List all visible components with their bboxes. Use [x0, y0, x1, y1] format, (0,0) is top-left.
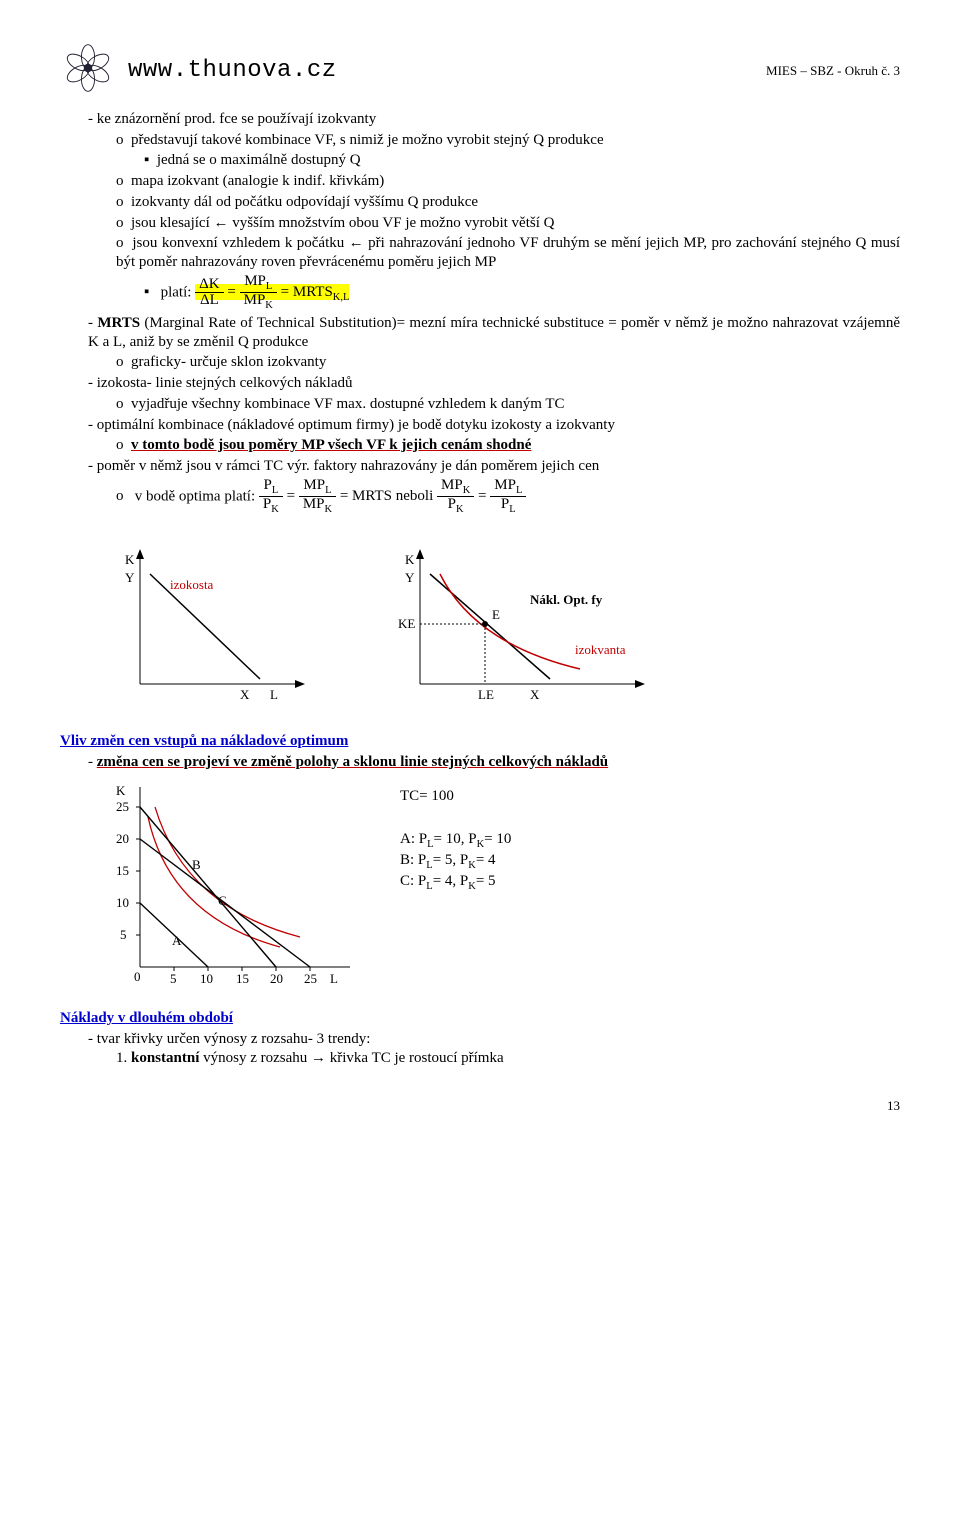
text: změna cen se projeví ve změně polohy a s… [97, 754, 608, 770]
tick: 25 [116, 799, 129, 814]
point-label: E [492, 607, 500, 622]
chart-label: izokvanta [575, 642, 626, 657]
chart-label: Nákl. Opt. fy [530, 592, 603, 607]
tick: 10 [200, 971, 213, 986]
section3-list: tvar křivky určen výnosy z rozsahu- 3 tr… [60, 1030, 900, 1068]
axis-label: Y [125, 570, 135, 585]
text: jsou klesající ← vyšším množstvím obou V… [131, 215, 554, 231]
text: TC= 100 [400, 787, 511, 806]
text: B: PL= 5, PK= 4 [400, 851, 511, 872]
chart3-legend: TC= 100 A: PL= 10, PK= 10 B: PL= 5, PK= … [400, 777, 511, 997]
tick: 25 [304, 971, 317, 986]
point-label: C [218, 893, 227, 908]
tick: 20 [116, 831, 129, 846]
list-item: v bodě optima platí: PLPK = MPLMPK = MRT… [116, 478, 900, 516]
price-change-chart: K 25 20 15 10 5 0 5 10 15 20 25 L A B [100, 777, 360, 997]
list-item: představují takové kombinace VF, s nimiž… [116, 131, 900, 171]
axis-label: X [240, 687, 250, 702]
optimum-formula: PLPK = MPLMPK = MRTS neboli MPKPK = MPLP… [259, 488, 526, 504]
list-item: optimální kombinace (nákladové optimum f… [88, 416, 900, 456]
list-item: jsou klesající ← vyšším množstvím obou V… [116, 214, 900, 233]
text: konstantní [131, 1050, 199, 1066]
text: A: PL= 10, PK= 10 [400, 830, 511, 851]
page-header: www.thunova.cz MIES – SBZ - Okruh č. 3 [60, 40, 900, 102]
section-title: Náklady v dlouhém období [60, 1009, 900, 1028]
axis-label: LE [478, 687, 494, 702]
text: mapa izokvant (analogie k indif. křivkám… [131, 173, 384, 189]
text: izokosta- linie stejných celkových nákla… [97, 375, 353, 391]
list-item: tvar křivky určen výnosy z rozsahu- 3 tr… [88, 1030, 900, 1068]
list-item: graficky- určuje sklon izokvanty [116, 353, 900, 372]
text: C: PL= 4, PK= 5 [400, 872, 511, 893]
text: platí: [161, 284, 196, 300]
section2-list: změna cen se projeví ve změně polohy a s… [60, 753, 900, 772]
axis-label: KE [398, 616, 415, 631]
header-context: MIES – SBZ - Okruh č. 3 [766, 63, 900, 79]
site-title: www.thunova.cz [128, 56, 337, 86]
list-item: v tomto bodě jsou poměry MP všech VF k j… [116, 436, 900, 455]
text: MRTS [97, 315, 140, 331]
text: 1. [116, 1050, 131, 1066]
list-item: jedná se o maximálně dostupný Q [144, 151, 900, 170]
axis-label: L [270, 687, 278, 702]
list-item: MRTS (Marginal Rate of Technical Substit… [88, 314, 900, 372]
text: izokvanty dál od počátku odpovídají vyšš… [131, 194, 478, 210]
list-item: platí: ΔKΔL = MPLMPK = MRTSK,L [144, 274, 900, 312]
text: v tomto bodě jsou poměry MP všech VF k j… [131, 437, 531, 453]
tick: 15 [236, 971, 249, 986]
section-title: Vliv změn cen vstupů na nákladové optimu… [60, 732, 900, 751]
list-item: ke znázornění prod. fce se používají izo… [88, 110, 900, 312]
tick: 10 [116, 895, 129, 910]
axis-label: X [530, 687, 540, 702]
text: ke znázornění prod. fce se používají izo… [97, 111, 376, 127]
text: poměr v němž jsou v rámci TC výr. faktor… [97, 458, 599, 474]
isocost-chart: K Y X L izokosta [100, 534, 320, 714]
mrts-formula: ΔKΔL = MPLMPK [195, 284, 280, 300]
page-number: 13 [60, 1098, 900, 1114]
tick: 5 [170, 971, 177, 986]
text: tvar křivky určen výnosy z rozsahu- 3 tr… [97, 1031, 371, 1047]
text: graficky- určuje sklon izokvanty [131, 354, 326, 370]
chart-label: izokosta [170, 577, 214, 592]
point-label: B [192, 857, 201, 872]
text: v bodě optima platí: [135, 488, 259, 504]
text: představují takové kombinace VF, s nimiž… [131, 132, 604, 148]
list-item: poměr v němž jsou v rámci TC výr. faktor… [88, 457, 900, 516]
list-item: izokvanty dál od počátku odpovídají vyšš… [116, 193, 900, 212]
list-item: změna cen se projeví ve změně polohy a s… [88, 753, 900, 772]
charts-row: K Y X L izokosta K Y KE E LE X Nákl. Opt… [100, 534, 900, 714]
cost-optimum-chart: K Y KE E LE X Nákl. Opt. fy izokvanta [380, 534, 680, 714]
point-label: A [172, 933, 182, 948]
axis-label: Y [405, 570, 415, 585]
text: jedná se o maximálně dostupný Q [157, 152, 361, 168]
text: optimální kombinace (nákladové optimum f… [97, 417, 615, 433]
text: (Marginal Rate of Technical Substitution… [88, 315, 900, 350]
axis-label: K [405, 552, 415, 567]
chart3-block: K 25 20 15 10 5 0 5 10 15 20 25 L A B [100, 777, 900, 997]
list-item: mapa izokvant (analogie k indif. křivkám… [116, 172, 900, 191]
list-item: vyjadřuje všechny kombinace VF max. dost… [116, 395, 900, 414]
text: výnosy z rozsahu → křivka TC je rostoucí… [199, 1050, 503, 1066]
main-list: ke znázornění prod. fce se používají izo… [60, 110, 900, 516]
list-item: izokosta- linie stejných celkových nákla… [88, 374, 900, 414]
tick: 20 [270, 971, 283, 986]
text: = MRTSK,L [281, 284, 350, 300]
flower-logo-icon [60, 40, 116, 102]
list-item: jsou konvexní vzhledem k počátku ← při n… [116, 234, 900, 312]
axis-label: K [125, 552, 135, 567]
tick: 15 [116, 863, 129, 878]
axis-label: K [116, 783, 126, 798]
text: jsou konvexní vzhledem k počátku ← při n… [116, 235, 900, 270]
text: vyjadřuje všechny kombinace VF max. dost… [131, 396, 565, 412]
axis-label: L [330, 971, 338, 986]
tick: 5 [120, 927, 127, 942]
tick: 0 [134, 969, 141, 984]
